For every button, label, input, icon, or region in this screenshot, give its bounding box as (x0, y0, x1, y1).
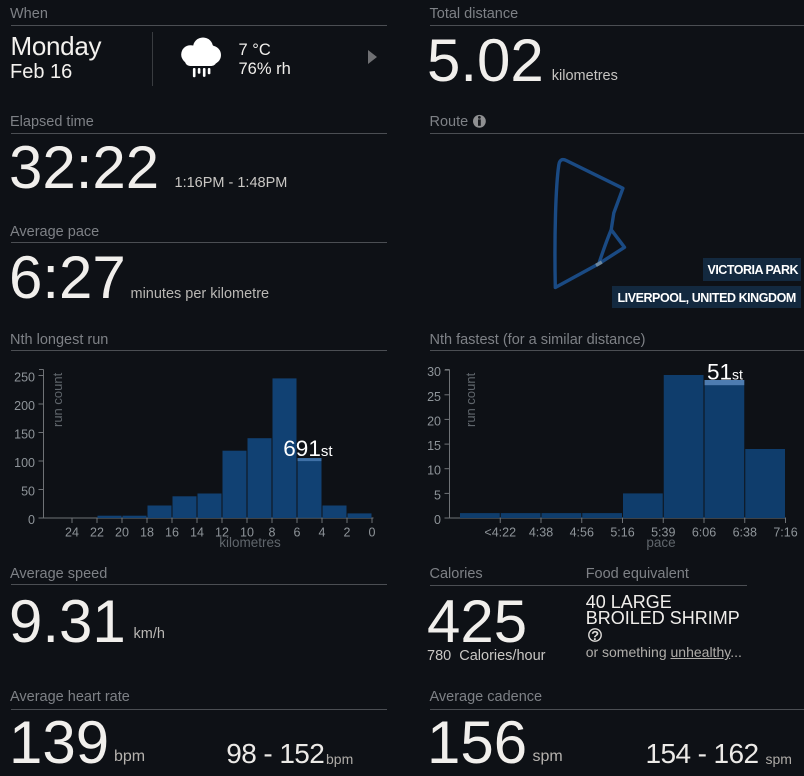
svg-text:10: 10 (427, 464, 441, 478)
svg-text:100: 100 (14, 456, 35, 470)
svg-text:50: 50 (21, 485, 35, 499)
svg-text:?: ? (591, 628, 599, 643)
svg-text:20: 20 (115, 526, 129, 540)
svg-text:200: 200 (14, 399, 35, 413)
svg-text:691st: 691st (283, 436, 333, 461)
svg-text:10: 10 (240, 526, 254, 540)
svg-text:4:56: 4:56 (570, 526, 594, 540)
svg-text:pace: pace (646, 535, 675, 550)
svg-text:run count: run count (50, 372, 65, 427)
svg-text:6:38: 6:38 (733, 526, 757, 540)
svg-text:30: 30 (427, 365, 441, 379)
svg-text:14: 14 (190, 526, 204, 540)
svg-text:2: 2 (344, 526, 351, 540)
svg-text:24: 24 (65, 526, 79, 540)
svg-text:250: 250 (14, 371, 35, 385)
svg-text:5: 5 (434, 488, 441, 502)
svg-text:0: 0 (28, 513, 35, 527)
svg-text:12: 12 (215, 526, 229, 540)
svg-text:0: 0 (369, 526, 376, 540)
svg-text:run count: run count (463, 372, 478, 427)
svg-text:18: 18 (140, 526, 154, 540)
svg-text:51st: 51st (707, 359, 743, 384)
svg-text:6: 6 (294, 526, 301, 540)
svg-text:4:38: 4:38 (529, 526, 553, 540)
svg-text:kilometres: kilometres (219, 535, 281, 550)
svg-text:7:16: 7:16 (773, 526, 797, 540)
svg-text:15: 15 (427, 439, 441, 453)
svg-text:<4:22: <4:22 (484, 526, 516, 540)
svg-text:20: 20 (427, 414, 441, 428)
svg-text:5:16: 5:16 (610, 526, 634, 540)
svg-text:4: 4 (319, 526, 326, 540)
svg-text:8: 8 (269, 526, 276, 540)
svg-text:5:39: 5:39 (651, 526, 675, 540)
svg-text:25: 25 (427, 390, 441, 404)
svg-text:0: 0 (434, 513, 441, 527)
svg-text:16: 16 (165, 526, 179, 540)
svg-text:22: 22 (90, 526, 104, 540)
svg-text:150: 150 (14, 428, 35, 442)
svg-text:6:06: 6:06 (692, 526, 716, 540)
